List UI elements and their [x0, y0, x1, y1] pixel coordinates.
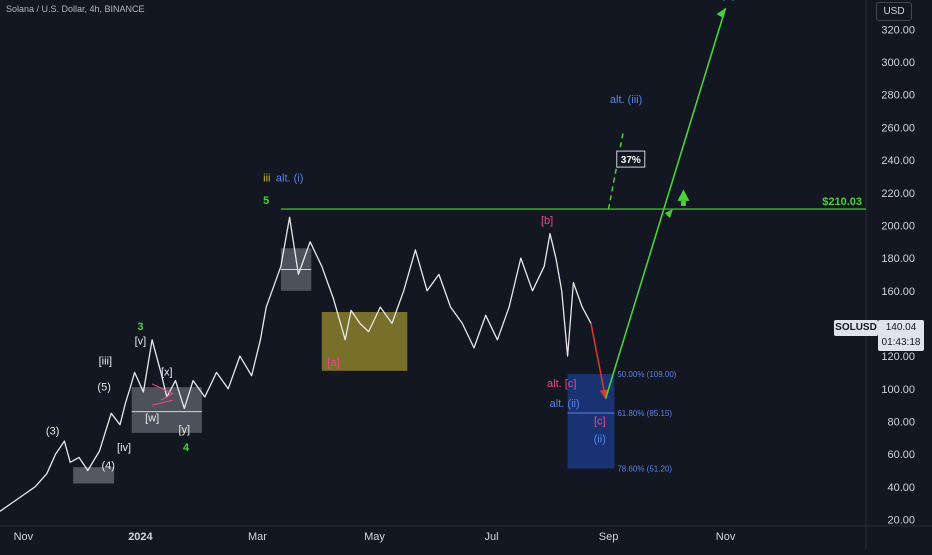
alt-wave-iii-projection: [607, 132, 624, 210]
wave-label-blue-ii: (ii): [594, 434, 606, 446]
wxy-triangle: [152, 399, 173, 406]
wave-label-gray-iii: [iii]: [99, 355, 112, 367]
x-tick-label: Jul: [484, 531, 498, 543]
wave-label-green-5: 5: [263, 195, 269, 207]
wave-label-gray-3: (3): [46, 426, 59, 438]
probability-box: [616, 150, 646, 168]
wave-label-gray-5: (5): [97, 381, 110, 393]
price-series-line: [0, 216, 592, 512]
fib-label: 78.60% (51.20): [617, 464, 672, 473]
last-price-badge: 140.04 01:43:18: [878, 320, 924, 351]
wave-label-gray-w: [w]: [145, 412, 159, 424]
wave-label-green-3: 3: [137, 321, 143, 333]
x-tick-label: Nov: [716, 531, 736, 543]
symbol-label: SOLUSD: [834, 320, 878, 336]
y-tick-label: 60.00: [887, 449, 915, 461]
y-tick-label: 180.00: [881, 253, 915, 265]
x-tick-label: Sep: [599, 531, 619, 543]
x-tick-label: Nov: [14, 531, 34, 543]
chart-title: Solana / U.S. Dollar, 4h, BINANCE: [6, 4, 145, 14]
wave-label-blue-alt-ii: alt. (ii): [550, 398, 580, 410]
wave-label-green-4: 4: [183, 442, 190, 454]
wave-label-pink-c: [c]: [594, 416, 606, 428]
wave-label-pink-b: [b]: [541, 215, 553, 227]
wave-label-blue-alt-i: alt. (i): [276, 172, 304, 184]
breakout-up-arrow: [677, 189, 690, 201]
y-tick-label: 200.00: [881, 220, 915, 232]
y-tick-label: 40.00: [887, 482, 915, 494]
y-tick-label: 220.00: [881, 188, 915, 200]
x-tick-label: Mar: [248, 531, 267, 543]
wave-iii-projection: [604, 7, 727, 399]
wave-label-gray-iv: [iv]: [117, 442, 131, 454]
y-tick-label: 160.00: [881, 286, 915, 298]
fib-label: 50.00% (109.00): [617, 370, 676, 379]
wave-iii-arrowhead: [716, 8, 726, 19]
x-tick-label: May: [364, 531, 385, 543]
y-tick-label: 100.00: [881, 384, 915, 396]
y-tick-label: 300.00: [881, 57, 915, 69]
y-tick-label: 320.00: [881, 24, 915, 36]
wave-label-pink-alt-c: alt. [c]: [547, 378, 576, 390]
wave-c-projection: [590, 323, 607, 399]
breakout-up-arrow-stem: [680, 200, 686, 206]
wave-label-gray-x: [x]: [161, 367, 173, 379]
wave-label-blue-iii: (iii): [721, 0, 736, 1]
wave-label-gray-y: [y]: [179, 424, 191, 436]
y-tick-label: 260.00: [881, 122, 915, 134]
wave-label-blue-alt-iii: alt. (iii): [610, 94, 642, 106]
probability-label: 37%: [621, 155, 641, 166]
wave-label-gray-4: (4): [102, 460, 115, 472]
y-tick-label: 240.00: [881, 155, 915, 167]
wave-label-gray-v: [v]: [135, 336, 147, 348]
currency-button[interactable]: USD: [876, 2, 912, 21]
wxy-triangle: [151, 383, 174, 401]
x-tick-label: 2024: [128, 531, 153, 543]
level-cross-arrowhead: [664, 209, 673, 219]
y-tick-label: 120.00: [881, 351, 915, 363]
y-tick-label: 280.00: [881, 90, 915, 102]
y-tick-label: 20.00: [887, 514, 915, 526]
bar-countdown: 01:43:18: [881, 337, 921, 348]
gray-zone: [73, 467, 115, 484]
wave-label-pink-a: [a]: [327, 357, 339, 369]
gray-zone: [131, 387, 202, 433]
target-level-label: $210.03: [822, 196, 862, 208]
wave-label-yellow-iii: iii: [263, 172, 270, 184]
y-tick-label: 80.00: [887, 416, 915, 428]
last-price: 140.04: [885, 322, 917, 333]
fib-label: 61.80% (85.15): [617, 409, 672, 418]
